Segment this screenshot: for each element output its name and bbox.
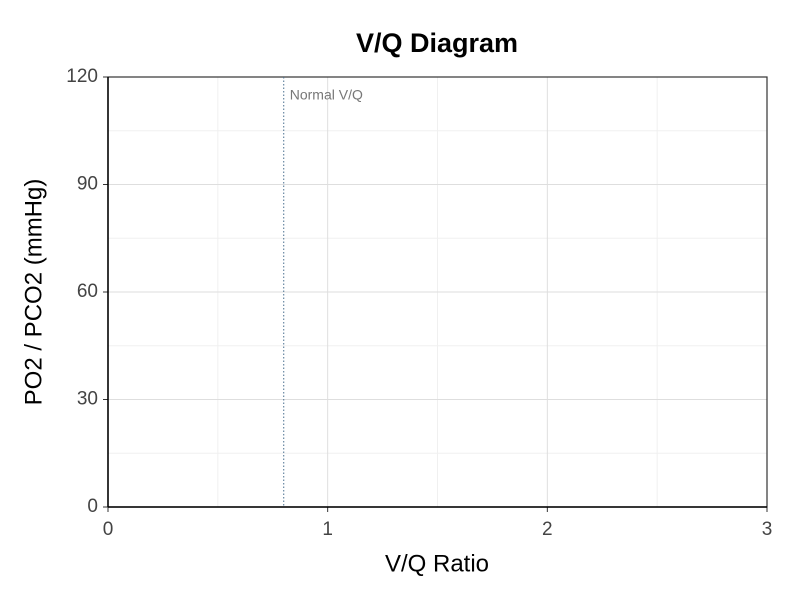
x-tick-label: 1 [322, 519, 333, 540]
y-tick-label: 120 [66, 66, 98, 87]
x-tick-label: 3 [762, 519, 773, 540]
y-tick-label: 30 [77, 389, 98, 410]
x-axis-label: V/Q Ratio [385, 550, 489, 577]
y-tick-label: 60 [77, 281, 98, 302]
x-tick-label: 2 [542, 519, 553, 540]
y-axis-label: PO2 / PCO2 (mmHg) [20, 179, 47, 406]
chart-title: V/Q Diagram [356, 28, 518, 58]
y-tick-label: 90 [77, 174, 98, 195]
y-tick-label: 0 [87, 496, 98, 517]
reference-label: Normal V/Q [290, 87, 363, 103]
x-tick-label: 0 [103, 519, 114, 540]
